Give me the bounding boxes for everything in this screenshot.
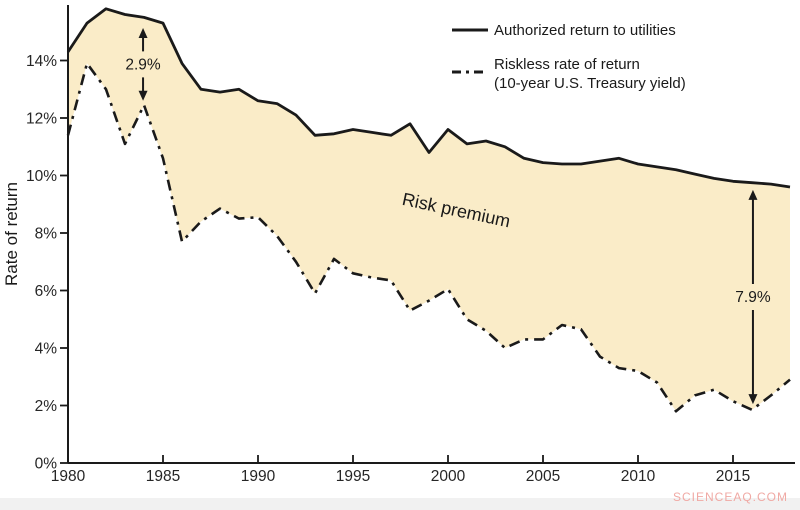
x-tick-label: 1995 — [336, 468, 370, 485]
arrowhead-down-icon — [748, 394, 758, 405]
y-axis-title: Rate of return — [2, 182, 21, 286]
y-tick-label: 4% — [35, 341, 58, 358]
y-tick-label: 8% — [35, 226, 58, 243]
y-tick-label: 12% — [26, 111, 57, 128]
annotation-label: 7.9% — [735, 289, 771, 306]
y-tick-label: 14% — [26, 53, 57, 70]
arrowhead-up-icon — [748, 189, 758, 200]
footer-strip — [0, 498, 800, 510]
arrowhead-down-icon — [138, 90, 148, 101]
x-tick-label: 2010 — [621, 468, 656, 485]
legend: Authorized return to utilities Riskless … — [452, 22, 686, 92]
watermark-text: SCIENCEAQ.COM — [672, 490, 788, 504]
axis-ticks — [60, 59, 734, 464]
authorized-return-line — [66, 7, 791, 189]
annotation-label: 2.9% — [125, 56, 161, 73]
y-tick-label: 6% — [35, 283, 58, 300]
x-tick-label: 1990 — [241, 468, 276, 485]
x-tick-label: 2000 — [431, 468, 466, 485]
series-lines — [66, 7, 791, 413]
arrowhead-up-icon — [138, 28, 148, 39]
axis-tick-labels: 1980 1985 1990 1995 2000 2005 2010 2015 0% 2% 4% 6%… — [26, 53, 750, 485]
x-tick-label: 2005 — [526, 468, 560, 485]
axes — [67, 5, 795, 464]
legend-label-riskless-line1: Riskless rate of return — [494, 56, 640, 73]
legend-label-riskless-line2: (10-year U.S. Treasury yield) — [494, 75, 686, 92]
annotations: 2.9% 7.9% — [125, 28, 771, 405]
y-tick-label: 10% — [26, 168, 57, 185]
risk-premium-area — [68, 8, 790, 412]
x-tick-label: 2015 — [716, 468, 750, 485]
risk-premium-fill — [68, 8, 790, 412]
x-tick-label: 1985 — [146, 468, 180, 485]
riskless-rate-line — [66, 62, 791, 413]
legend-label-authorized: Authorized return to utilities — [494, 22, 676, 39]
x-tick-label: 1980 — [51, 468, 86, 485]
y-tick-label: 0% — [35, 456, 58, 473]
y-tick-label: 2% — [35, 398, 58, 415]
